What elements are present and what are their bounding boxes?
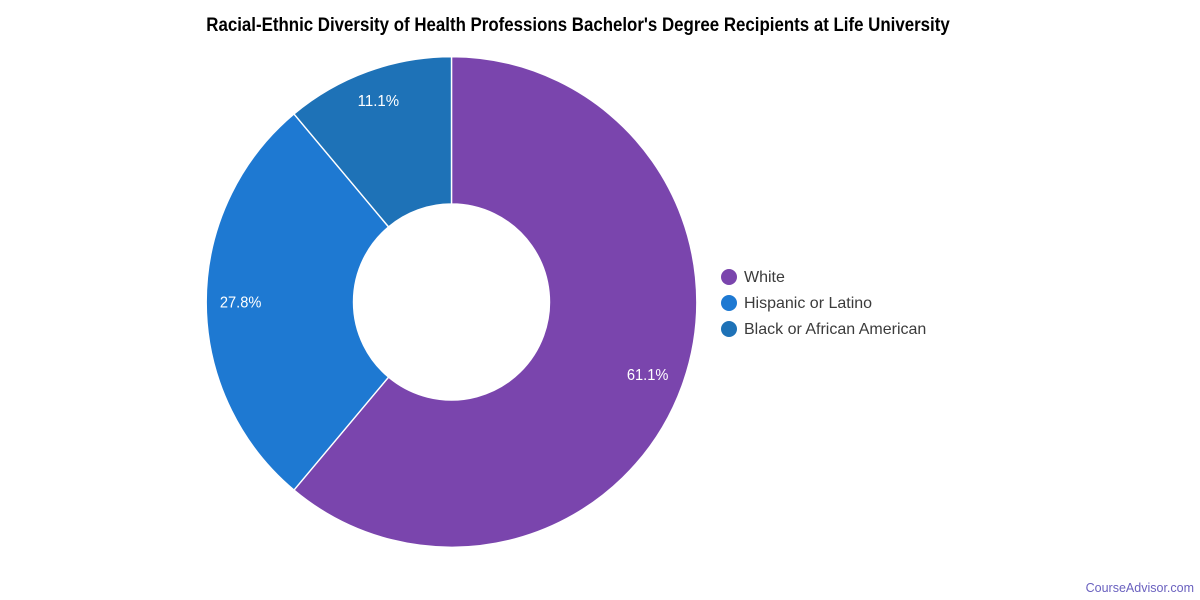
svg-text:61.1%: 61.1%: [627, 367, 669, 384]
svg-text:27.8%: 27.8%: [220, 295, 262, 312]
svg-text:11.1%: 11.1%: [358, 93, 400, 110]
